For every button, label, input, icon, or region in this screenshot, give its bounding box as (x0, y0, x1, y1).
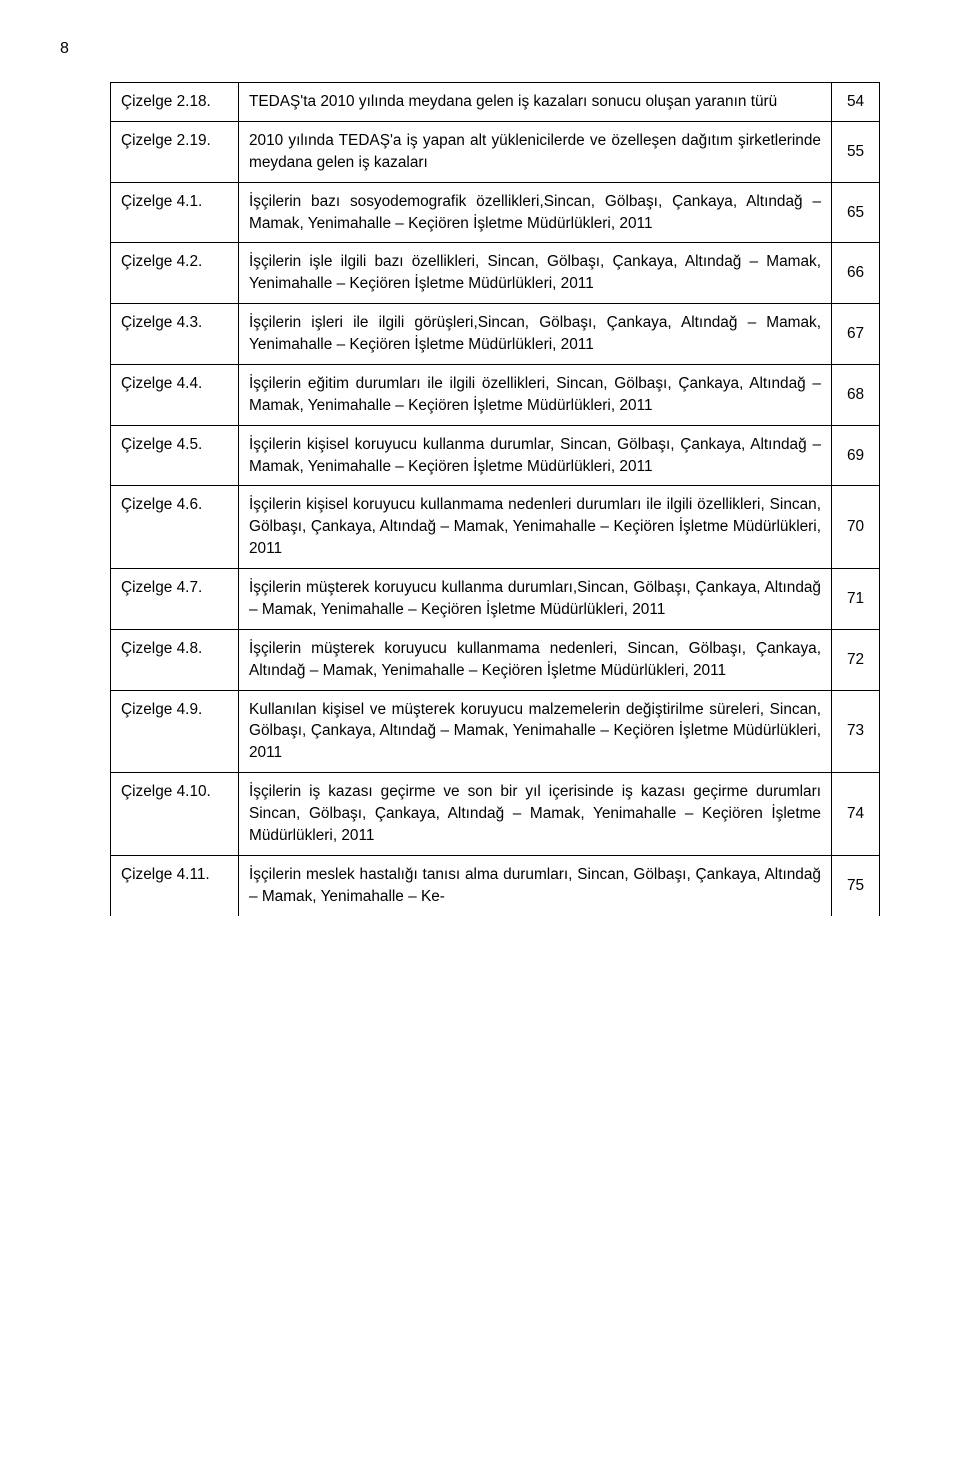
row-description: İşçilerin işleri ile ilgili görüşleri,Si… (239, 304, 832, 365)
row-page-num: 75 (832, 855, 880, 915)
row-label: Çizelge 4.9. (111, 690, 239, 773)
table-row: Çizelge 4.8.İşçilerin müşterek koruyucu … (111, 629, 880, 690)
row-label: Çizelge 4.10. (111, 773, 239, 856)
row-description: Kullanılan kişisel ve müşterek koruyucu … (239, 690, 832, 773)
table-row: Çizelge 4.4.İşçilerin eğitim durumları i… (111, 364, 880, 425)
table-row: Çizelge 4.3.İşçilerin işleri ile ilgili … (111, 304, 880, 365)
row-page-num: 73 (832, 690, 880, 773)
row-page-num: 74 (832, 773, 880, 856)
table-row: Çizelge 4.10.İşçilerin iş kazası geçirme… (111, 773, 880, 856)
row-page-num: 65 (832, 182, 880, 243)
row-description: İşçilerin iş kazası geçirme ve son bir y… (239, 773, 832, 856)
row-label: Çizelge 4.5. (111, 425, 239, 486)
table-row: Çizelge 4.1.İşçilerin bazı sosyodemograf… (111, 182, 880, 243)
row-description: İşçilerin eğitim durumları ile ilgili öz… (239, 364, 832, 425)
row-description: İşçilerin müşterek koruyucu kullanmama n… (239, 629, 832, 690)
row-description: İşçilerin bazı sosyodemografik özellikle… (239, 182, 832, 243)
row-description: İşçilerin kişisel koruyucu kullanmama ne… (239, 486, 832, 569)
row-page-num: 55 (832, 121, 880, 182)
table-row: Çizelge 4.6.İşçilerin kişisel koruyucu k… (111, 486, 880, 569)
row-page-num: 71 (832, 569, 880, 630)
table-row: Çizelge 4.2.İşçilerin işle ilgili bazı ö… (111, 243, 880, 304)
row-label: Çizelge 4.1. (111, 182, 239, 243)
row-label: Çizelge 2.18. (111, 83, 239, 122)
row-description: İşçilerin kişisel koruyucu kullanma duru… (239, 425, 832, 486)
row-description: TEDAŞ'ta 2010 yılında meydana gelen iş k… (239, 83, 832, 122)
row-description: 2010 yılında TEDAŞ'a iş yapan alt yüklen… (239, 121, 832, 182)
table-body: Çizelge 2.18.TEDAŞ'ta 2010 yılında meyda… (111, 83, 880, 916)
row-description: İşçilerin işle ilgili bazı özellikleri, … (239, 243, 832, 304)
row-page-num: 54 (832, 83, 880, 122)
row-label: Çizelge 4.4. (111, 364, 239, 425)
table-row: Çizelge 4.11.İşçilerin meslek hastalığı … (111, 855, 880, 915)
row-description: İşçilerin meslek hastalığı tanısı alma d… (239, 855, 832, 915)
row-page-num: 72 (832, 629, 880, 690)
table-row: Çizelge 4.9.Kullanılan kişisel ve müşter… (111, 690, 880, 773)
index-table: Çizelge 2.18.TEDAŞ'ta 2010 yılında meyda… (110, 82, 880, 916)
page-number: 8 (60, 40, 880, 58)
table-row: Çizelge 2.18.TEDAŞ'ta 2010 yılında meyda… (111, 83, 880, 122)
row-label: Çizelge 4.6. (111, 486, 239, 569)
row-page-num: 66 (832, 243, 880, 304)
row-description: İşçilerin müşterek koruyucu kullanma dur… (239, 569, 832, 630)
row-page-num: 68 (832, 364, 880, 425)
row-label: Çizelge 2.19. (111, 121, 239, 182)
table-row: Çizelge 4.7.İşçilerin müşterek koruyucu … (111, 569, 880, 630)
row-label: Çizelge 4.3. (111, 304, 239, 365)
row-label: Çizelge 4.2. (111, 243, 239, 304)
row-label: Çizelge 4.11. (111, 855, 239, 915)
row-page-num: 67 (832, 304, 880, 365)
row-label: Çizelge 4.8. (111, 629, 239, 690)
table-row: Çizelge 2.19.2010 yılında TEDAŞ'a iş yap… (111, 121, 880, 182)
row-page-num: 70 (832, 486, 880, 569)
row-page-num: 69 (832, 425, 880, 486)
table-row: Çizelge 4.5.İşçilerin kişisel koruyucu k… (111, 425, 880, 486)
row-label: Çizelge 4.7. (111, 569, 239, 630)
